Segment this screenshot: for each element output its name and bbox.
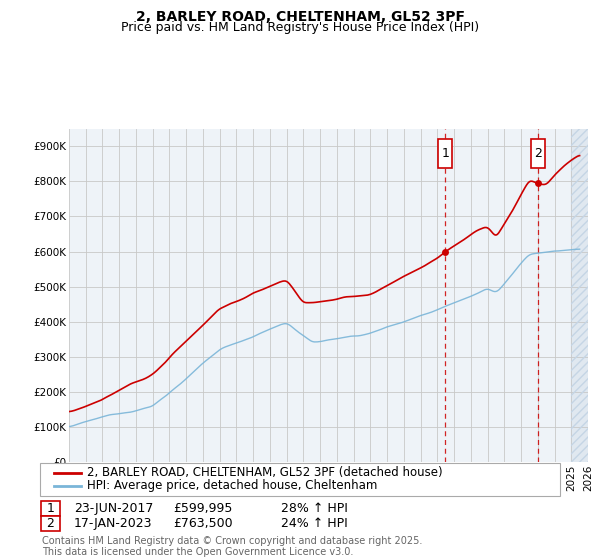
Text: 24% ↑ HPI: 24% ↑ HPI <box>281 517 347 530</box>
Text: 2: 2 <box>535 147 542 160</box>
FancyBboxPatch shape <box>438 139 452 168</box>
Text: 2: 2 <box>46 517 55 530</box>
Text: 2, BARLEY ROAD, CHELTENHAM, GL52 3PF: 2, BARLEY ROAD, CHELTENHAM, GL52 3PF <box>136 10 464 24</box>
Bar <box>571 129 588 462</box>
Text: HPI: Average price, detached house, Cheltenham: HPI: Average price, detached house, Chel… <box>87 479 377 492</box>
FancyBboxPatch shape <box>532 139 545 168</box>
Text: £599,995: £599,995 <box>173 502 232 515</box>
Text: Price paid vs. HM Land Registry's House Price Index (HPI): Price paid vs. HM Land Registry's House … <box>121 21 479 34</box>
Text: 2, BARLEY ROAD, CHELTENHAM, GL52 3PF (detached house): 2, BARLEY ROAD, CHELTENHAM, GL52 3PF (de… <box>87 466 443 479</box>
Text: £763,500: £763,500 <box>173 517 232 530</box>
Text: 23-JUN-2017: 23-JUN-2017 <box>74 502 153 515</box>
Text: 28% ↑ HPI: 28% ↑ HPI <box>281 502 347 515</box>
Bar <box>571 129 588 462</box>
Text: 17-JAN-2023: 17-JAN-2023 <box>74 517 152 530</box>
Text: 1: 1 <box>441 147 449 160</box>
Text: 1: 1 <box>46 502 55 515</box>
Text: Contains HM Land Registry data © Crown copyright and database right 2025.
This d: Contains HM Land Registry data © Crown c… <box>42 535 422 557</box>
